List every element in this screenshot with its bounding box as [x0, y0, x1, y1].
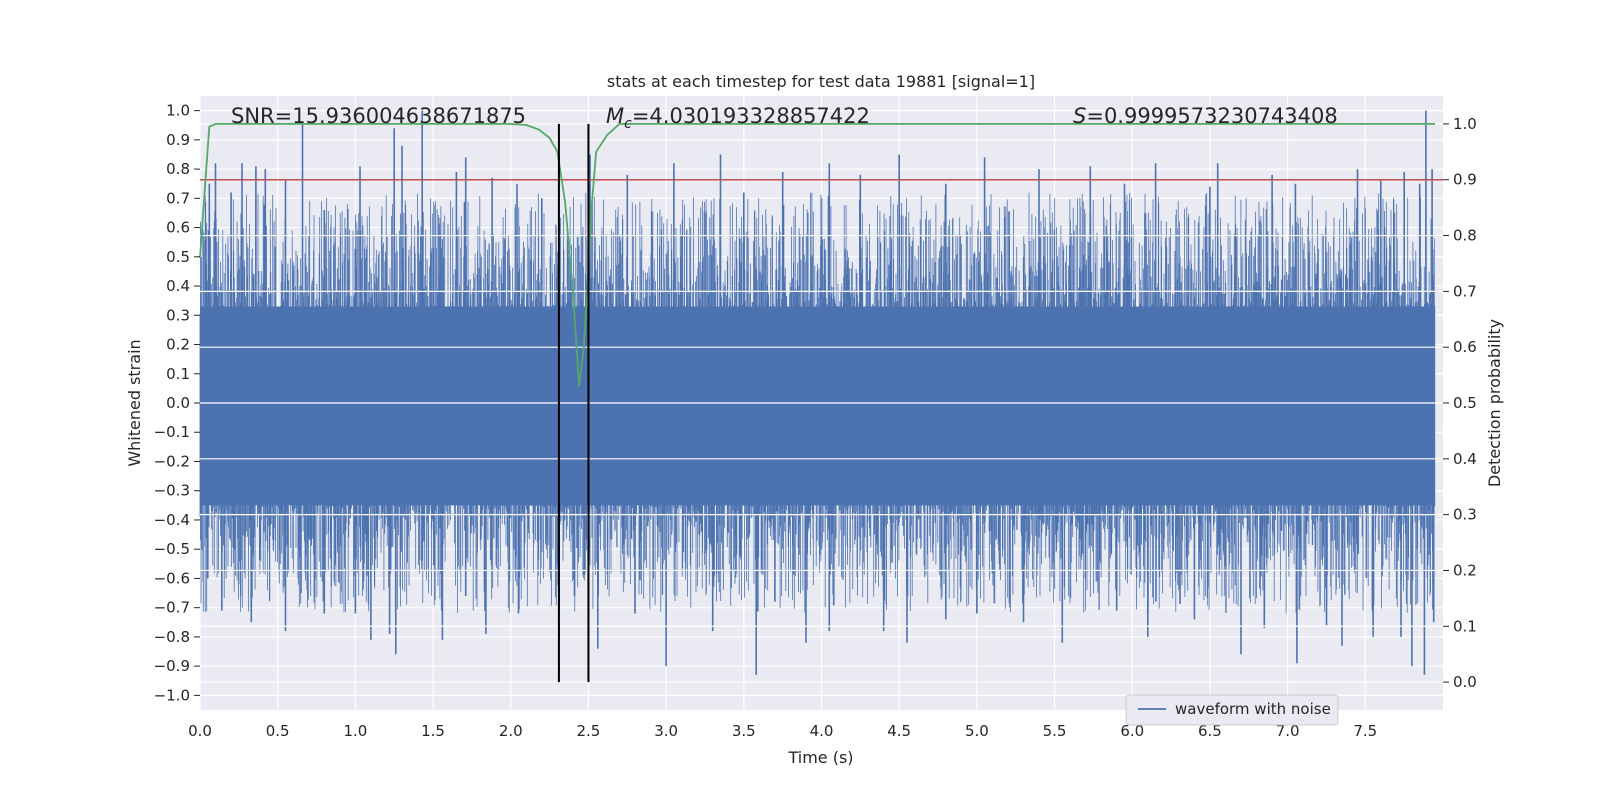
waveform-peaks — [207, 110, 1435, 675]
y2-tick-label: 0.8 — [1453, 227, 1477, 245]
waveform-noise — [199, 192, 1436, 614]
y-tick-label: 0.5 — [166, 248, 190, 266]
y2-tick-labels: 1.0 0.9 0.8 0.7 0.6 0.5 0.4 0.3 0.2 0.1 0.0 — [1443, 115, 1477, 691]
y2-axis-label: Detection probability — [1485, 319, 1504, 487]
x-tick-label: 5.0 — [965, 722, 989, 740]
y-tick-label: −0.5 — [154, 540, 190, 558]
y-tick-label: −0.3 — [154, 482, 190, 500]
y2-tick-label: 0.4 — [1453, 450, 1477, 468]
x-tick-label: 5.5 — [1043, 722, 1067, 740]
y2-tick-label: 0.3 — [1453, 506, 1477, 524]
chirp-mass-subscript: c — [624, 116, 632, 132]
y-tick-label: 1.0 — [166, 102, 190, 120]
chart-title: stats at each timestep for test data 198… — [607, 72, 1035, 91]
y-tick-label: 0.6 — [166, 219, 190, 237]
x-tick-label: 0.5 — [266, 722, 290, 740]
y-tick-label: 0.0 — [166, 394, 190, 412]
y2-tick-label: 1.0 — [1453, 115, 1477, 133]
x-tick-label: 2.0 — [499, 722, 523, 740]
x-axis-label: Time (s) — [787, 748, 853, 767]
x-tick-label: 7.0 — [1276, 722, 1300, 740]
legend-label: waveform with noise — [1175, 700, 1331, 718]
y-tick-label: −0.8 — [154, 628, 190, 646]
y-tick-label: −0.9 — [154, 657, 190, 675]
y2-tick-label: 0.2 — [1453, 561, 1477, 579]
chirp-mass-value: =4.030193328857422 — [632, 104, 870, 128]
y-tick-label: −0.1 — [154, 423, 190, 441]
x-tick-label: 6.5 — [1198, 722, 1222, 740]
y-tick-label: −0.2 — [154, 452, 190, 470]
y-axis-label: Whitened strain — [125, 339, 144, 466]
x-tick-label: 1.0 — [343, 722, 367, 740]
score-value: =0.9999573230743408 — [1086, 104, 1337, 128]
y-tick-label: 0.3 — [166, 306, 190, 324]
y2-tick-label: 0.7 — [1453, 282, 1477, 300]
vertical-markers — [557, 123, 590, 683]
y-tick-label: −0.4 — [154, 511, 190, 529]
waveform-series — [199, 110, 1436, 675]
chirp-mass-symbol: M — [606, 104, 624, 128]
x-tick-label: 6.0 — [1120, 722, 1144, 740]
legend-box — [1125, 694, 1339, 726]
y2-tick-label: 0.9 — [1453, 171, 1477, 189]
x-tick-label: 3.5 — [732, 722, 756, 740]
x-tick-label: 0.0 — [188, 722, 212, 740]
detection-probability-line — [199, 123, 1436, 387]
y-tick-label: 0.4 — [166, 277, 190, 295]
y2-tick-label: 0.6 — [1453, 338, 1477, 356]
y-tick-label: −0.7 — [154, 599, 190, 617]
y-tick-label: 0.7 — [166, 189, 190, 207]
y2-tick-label: 0.1 — [1453, 617, 1477, 635]
y-tick-label: 0.2 — [166, 336, 190, 354]
x-tick-label: 7.5 — [1353, 722, 1377, 740]
legend: waveform with noise — [1125, 694, 1339, 726]
y-tick-label: 0.9 — [166, 131, 190, 149]
y-tick-labels: 1.0 0.9 0.8 0.7 0.6 0.5 0.4 0.3 0.2 0.1 0.0 −0.1 −0.… — [154, 102, 200, 704]
y-tick-label: 0.1 — [166, 365, 190, 383]
x-tick-label: 2.5 — [577, 722, 601, 740]
x-tick-label: 1.5 — [421, 722, 445, 740]
x-tick-labels: 0.0 0.5 1.0 1.5 2.0 2.5 3.0 3.5 4.0 4.5 5.0 5.5 6.0 6… — [188, 722, 1377, 740]
x-tick-label: 4.0 — [810, 722, 834, 740]
snr-annotation: SNR=15.936004638671875 — [231, 104, 526, 128]
x-tick-label: 4.5 — [887, 722, 911, 740]
x-tick-label: 3.0 — [654, 722, 678, 740]
score-symbol: S — [1073, 104, 1086, 128]
y2-tick-label: 0.5 — [1453, 394, 1477, 412]
score-annotation: S=0.9999573230743408 — [1073, 104, 1338, 128]
y-tick-label: 0.8 — [166, 160, 190, 178]
y2-tick-label: 0.0 — [1453, 673, 1477, 691]
chirp-mass-annotation: Mc=4.030193328857422 — [606, 104, 870, 132]
y-tick-label: −1.0 — [154, 686, 190, 704]
y-tick-label: −0.6 — [154, 569, 190, 587]
